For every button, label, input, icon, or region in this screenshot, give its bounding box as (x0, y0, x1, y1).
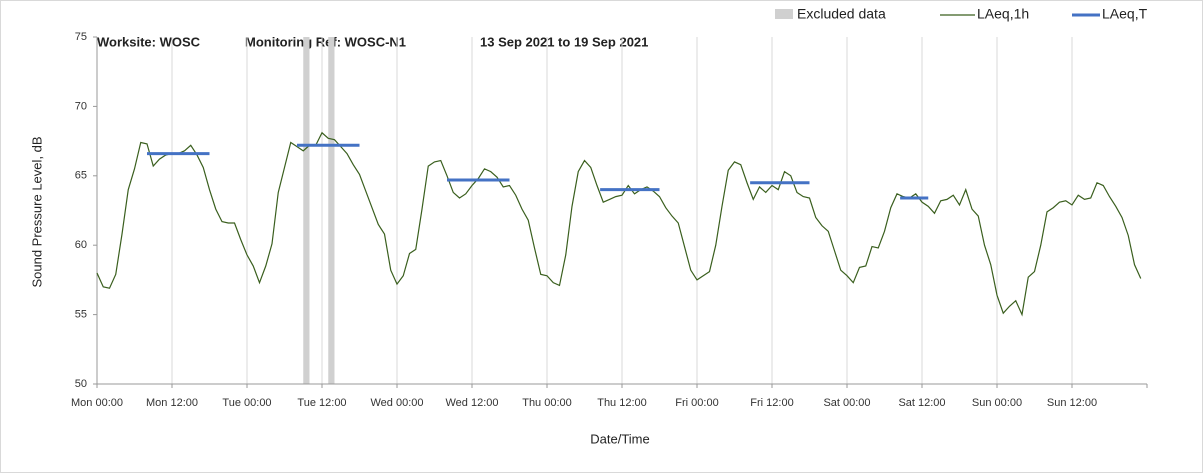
excluded-band (328, 37, 335, 384)
x-tick-label: Mon 12:00 (146, 397, 198, 409)
x-tick-label: Sat 12:00 (898, 397, 945, 409)
y-tick-label: 70 (75, 100, 87, 112)
x-tick-label: Sat 00:00 (823, 397, 870, 409)
y-axis-label: Sound Pressure Level, dB (29, 136, 44, 287)
chart-title: Worksite: WOSC (97, 34, 201, 49)
y-tick-label: 55 (75, 309, 87, 321)
legend-label: LAeq,T (1102, 6, 1148, 22)
x-tick-label: Tue 00:00 (222, 397, 271, 409)
x-tick-label: Thu 12:00 (597, 397, 647, 409)
x-axis-label: Date/Time (590, 431, 649, 446)
y-tick-label: 65 (75, 170, 87, 182)
y-tick-label: 60 (75, 239, 87, 251)
legend-label: Excluded data (797, 6, 886, 22)
y-tick-label: 50 (75, 378, 87, 390)
x-tick-label: Wed 00:00 (370, 397, 423, 409)
x-tick-label: Fri 00:00 (675, 397, 718, 409)
x-tick-label: Sun 12:00 (1047, 397, 1097, 409)
line-series (96, 131, 1142, 317)
x-tick-label: Tue 12:00 (297, 397, 346, 409)
legend-label: LAeq,1h (977, 6, 1029, 22)
legend-swatch (775, 9, 793, 19)
x-tick-label: Wed 12:00 (445, 397, 498, 409)
excluded-band (303, 37, 310, 384)
chart-title: 13 Sep 2021 to 19 Sep 2021 (480, 34, 648, 49)
x-tick-label: Mon 00:00 (71, 397, 123, 409)
x-tick-label: Fri 12:00 (750, 397, 793, 409)
x-tick-label: Thu 00:00 (522, 397, 572, 409)
chart-title: Monitoring Ref: WOSC-N1 (245, 34, 406, 49)
x-tick-label: Sun 00:00 (972, 397, 1022, 409)
y-tick-label: 75 (75, 31, 87, 43)
